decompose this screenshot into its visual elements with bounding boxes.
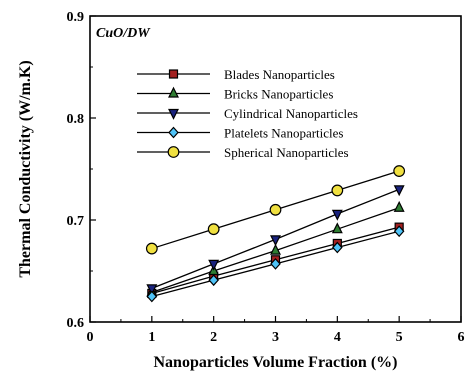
legend: Blades Nanoparticles Bricks Nanoparticles… <box>137 67 358 160</box>
legend-marker <box>168 126 179 139</box>
series-5 <box>145 165 406 255</box>
corner-annotation: CuO/DW <box>96 26 151 41</box>
data-point <box>207 223 220 236</box>
y-tick-label: 0.9 <box>67 10 85 25</box>
y-tick-label: 0.8 <box>67 112 85 127</box>
plot-frame <box>89 15 462 323</box>
data-point <box>270 243 281 255</box>
legend-marker <box>167 146 180 158</box>
x-axis-ticks: 0 1 2 3 4 5 6 <box>87 316 465 345</box>
data-point <box>393 200 405 212</box>
x-tick-label: 6 <box>458 330 465 345</box>
legend-label: Spherical Nanoparticles <box>224 145 349 160</box>
data-point <box>331 209 343 221</box>
series-4 <box>146 225 405 303</box>
data-point <box>270 235 281 247</box>
data-point <box>393 165 406 177</box>
legend-marker <box>168 69 179 79</box>
data-point <box>393 225 405 238</box>
data-point <box>269 203 282 216</box>
legend-label: Cylindrical Nanoparticles <box>224 106 358 121</box>
legend-item-3: Cylindrical Nanoparticles <box>137 106 358 121</box>
series-3 <box>146 185 405 296</box>
data-point <box>332 241 343 254</box>
series-layer <box>145 165 406 303</box>
legend-item-2: Bricks Nanoparticles <box>137 87 333 102</box>
data-point <box>393 185 405 197</box>
legend-marker <box>168 108 179 120</box>
data-point <box>270 257 281 270</box>
legend-label: Bricks Nanoparticles <box>224 87 333 102</box>
data-point <box>331 184 344 197</box>
y-axis-title: Thermal Conductivity (W/m.K) <box>17 60 34 277</box>
data-point <box>208 259 220 271</box>
legend-marker <box>168 86 179 98</box>
y-tick-label: 0.6 <box>67 316 85 331</box>
series-2 <box>146 200 405 297</box>
data-point <box>146 290 158 303</box>
data-point <box>331 222 343 234</box>
x-tick-label: 1 <box>148 330 155 345</box>
legend-label: Platelets Nanoparticles <box>224 126 344 141</box>
y-tick-label: 0.7 <box>67 214 85 229</box>
x-tick-label: 4 <box>334 330 341 345</box>
plot-border <box>89 15 462 323</box>
legend-item-5: Spherical Nanoparticles <box>137 145 349 160</box>
x-tick-label: 2 <box>210 330 217 345</box>
legend-item-1: Blades Nanoparticles <box>137 67 335 82</box>
x-tick-label: 5 <box>396 330 403 345</box>
legend-item-4: Platelets Nanoparticles <box>137 126 344 141</box>
data-point <box>208 274 219 287</box>
legend-label: Blades Nanoparticles <box>224 67 335 82</box>
x-axis-title: Nanoparticles Volume Fraction (%) <box>154 354 398 371</box>
data-point <box>145 242 158 255</box>
data-point <box>146 284 158 296</box>
x-tick-label: 3 <box>272 330 279 345</box>
y-axis-ticks: 0.6 0.7 0.8 0.9 <box>67 10 96 331</box>
x-tick-label: 0 <box>87 330 94 345</box>
